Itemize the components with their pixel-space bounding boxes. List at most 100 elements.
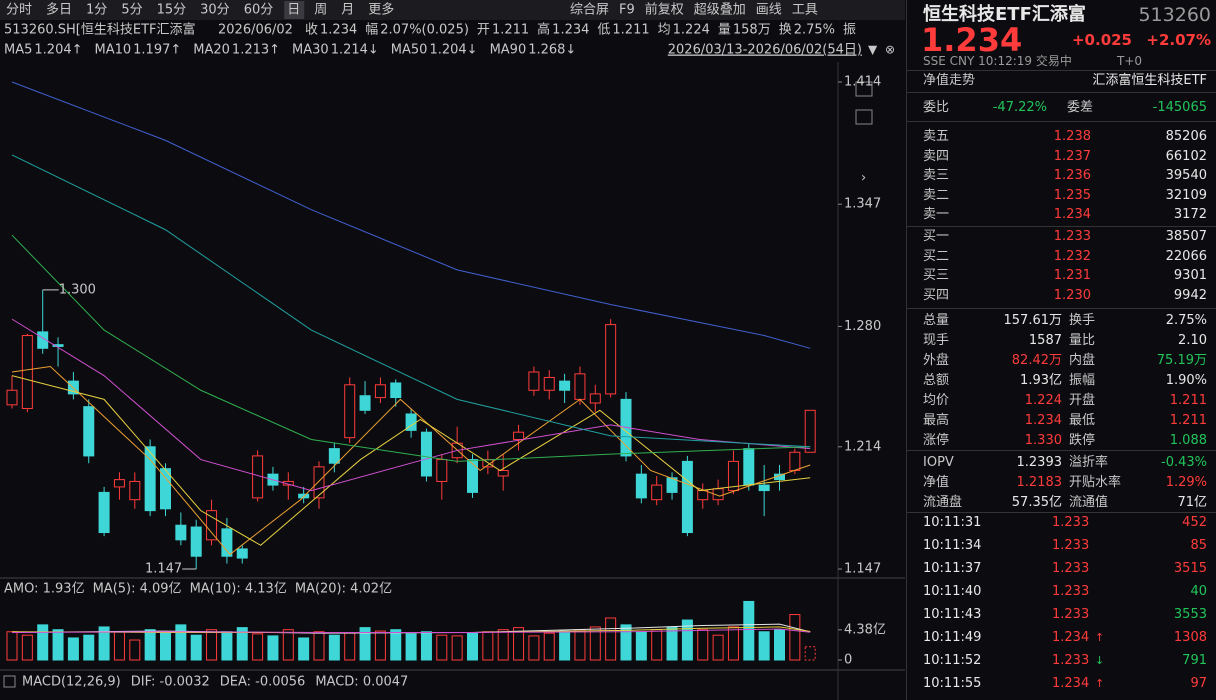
- tool-button[interactable]: 前复权: [645, 2, 684, 18]
- candle-body: [144, 446, 156, 512]
- ma-line: [11, 81, 811, 349]
- trade-volume: 40: [1190, 584, 1207, 599]
- macd-legend: DIF: -0.0032: [131, 675, 210, 690]
- tool-button[interactable]: F9: [619, 3, 635, 18]
- book-price: 1.235: [1053, 187, 1091, 203]
- period-tab[interactable]: 30分: [200, 3, 230, 18]
- expand-icon[interactable]: ›: [861, 171, 866, 186]
- volume-bar: [451, 635, 463, 661]
- stat-label: 振幅: [1069, 373, 1096, 388]
- candle-body: [52, 344, 64, 347]
- trade-price: 1.233: [1052, 515, 1090, 530]
- bar-date: 2026/06/02: [218, 23, 293, 38]
- volume-bar: [804, 646, 816, 661]
- tool-button[interactable]: 画线: [756, 3, 782, 18]
- stat-label: 现手: [923, 333, 950, 348]
- info-value: 1.211: [612, 23, 649, 38]
- book-volume: 85206: [1165, 129, 1207, 144]
- y-tick-label: 1.214: [844, 439, 881, 454]
- y-tick-label: 1.280: [844, 319, 881, 334]
- stat-value: 157.61万: [1003, 313, 1063, 328]
- volume-bar: [267, 635, 279, 661]
- trade-volume: 3553: [1173, 607, 1207, 622]
- period-tab[interactable]: 60分: [244, 3, 274, 18]
- info-label: 换: [779, 23, 792, 38]
- book-volume: 39540: [1165, 168, 1207, 183]
- trade-price: 1.233: [1052, 538, 1090, 553]
- candle-body: [559, 380, 571, 391]
- candle-body: [605, 324, 617, 395]
- stat-label: 量比: [1069, 333, 1096, 348]
- volume-bar: [513, 627, 525, 661]
- volume-bar: [436, 634, 448, 661]
- period-tab[interactable]: 日: [287, 3, 300, 18]
- period-tab[interactable]: 分时: [6, 3, 32, 18]
- trade-volume: 85: [1190, 538, 1207, 553]
- info-value: 2.07%(0.025): [380, 23, 469, 38]
- info-label: 均: [658, 23, 671, 38]
- annotation-label: 1.147: [145, 562, 182, 577]
- trade-time: 10:11:34: [923, 538, 982, 553]
- fund-name: 恒生科技ETF汇添富: [923, 4, 1086, 25]
- stat-value: 1587: [1028, 333, 1062, 348]
- stock-code: 513260.SH[恒生科技ETF汇添富: [4, 22, 196, 38]
- period-tab[interactable]: 多日: [46, 2, 72, 18]
- icon[interactable]: [855, 81, 873, 97]
- stat-value: 1.224: [1024, 393, 1062, 408]
- icon[interactable]: [855, 109, 873, 125]
- candle-body: [743, 448, 755, 486]
- book-label: 卖三: [923, 168, 950, 183]
- stat-value: 1.93亿: [1020, 373, 1062, 388]
- period-tab[interactable]: 周: [314, 3, 327, 18]
- trade-price: 1.233: [1052, 607, 1090, 622]
- volume-bar: [712, 634, 724, 661]
- book-label: 卖一: [923, 207, 950, 222]
- candle-body: [206, 510, 218, 541]
- y-tick-label: 0: [844, 653, 852, 668]
- stat-label: 内盘: [1069, 353, 1096, 368]
- menu-icon[interactable]: ▼: [868, 43, 878, 57]
- quote-panel: 恒生科技ETF汇添富 513260 1.234 +0.025 +2.07% SSE CNY…: [906, 0, 1216, 700]
- info-value: 1.234: [320, 23, 357, 38]
- volume-bar: [635, 631, 647, 661]
- ma-legend-name: MA50: [391, 43, 428, 58]
- candle-body: [282, 480, 294, 486]
- tool-button[interactable]: 超级叠加: [694, 3, 746, 18]
- ma-legend-value: 1.204↑: [34, 43, 82, 58]
- volume-bar: [482, 631, 494, 661]
- info-label: 振: [843, 23, 856, 38]
- period-tab[interactable]: 15分: [157, 3, 187, 18]
- trade-arrow: ↑: [1095, 677, 1105, 690]
- period-tab[interactable]: 5分: [121, 3, 142, 18]
- volume-bar: [681, 619, 693, 661]
- volume-bar: [313, 631, 325, 661]
- candle-body: [513, 431, 525, 440]
- ma-line: [11, 154, 811, 448]
- period-tab[interactable]: 1分: [86, 3, 107, 18]
- tool-button[interactable]: 工具: [792, 3, 818, 18]
- stat-value: 1.90%: [1165, 373, 1207, 388]
- period-tab[interactable]: 更多: [368, 2, 394, 18]
- volume-bar: [697, 629, 709, 661]
- change: +0.025: [1071, 31, 1132, 49]
- tool-button[interactable]: 综合屏: [570, 3, 609, 18]
- y-tick-label: 1.347: [844, 197, 881, 212]
- volume-bar: [666, 626, 678, 661]
- volume-bar: [374, 630, 386, 661]
- period-tab[interactable]: 月: [341, 3, 354, 18]
- volume-bar: [528, 635, 540, 661]
- book-label: 买四: [923, 287, 950, 303]
- info-label: 量: [718, 23, 731, 38]
- candle-body: [681, 460, 693, 534]
- info-label: 高: [537, 22, 550, 38]
- candle-body: [359, 395, 371, 411]
- volume-bar: [6, 631, 18, 661]
- candle-body: [651, 484, 663, 501]
- stat-label: 涨停: [923, 433, 950, 448]
- info-value: 1.211: [492, 23, 529, 38]
- stat-value: 1.29%: [1165, 475, 1207, 490]
- volume-bar: [589, 626, 601, 661]
- candle-body: [635, 473, 647, 499]
- close-icon[interactable]: ⊗: [885, 43, 895, 57]
